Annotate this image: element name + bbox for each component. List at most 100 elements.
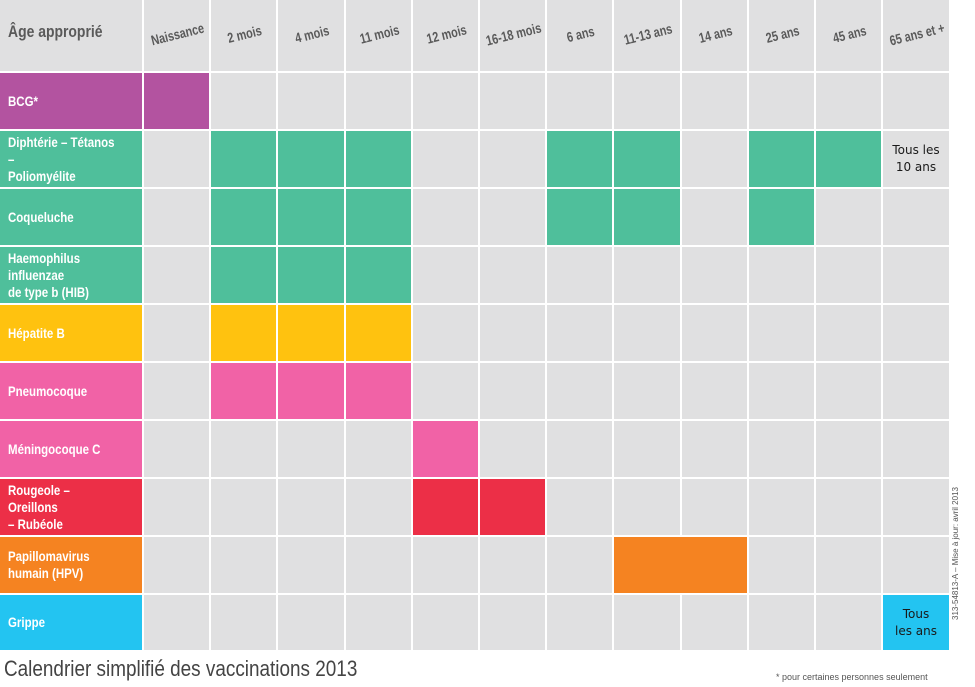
empty-cell [346, 73, 411, 129]
empty-cell [614, 363, 680, 419]
row-label-text: Rougeole – Oreillons – Rubéole [8, 481, 70, 532]
row-label-2: Diphtérie – Tétanos – Poliomyélite [0, 131, 142, 187]
column-header-cell [211, 0, 276, 71]
dose-cell [614, 131, 680, 187]
empty-cell [883, 363, 949, 419]
empty-cell [480, 189, 545, 245]
empty-cell [883, 189, 949, 245]
empty-cell [413, 73, 478, 129]
empty-cell [480, 537, 545, 593]
empty-cell [211, 595, 276, 650]
empty-cell [480, 363, 545, 419]
empty-cell [816, 421, 881, 477]
empty-cell [346, 595, 411, 650]
empty-cell [816, 73, 881, 129]
header-corner-cell [0, 0, 142, 71]
dose-cell [480, 479, 545, 535]
dose-cell [413, 479, 478, 535]
dose-cell [547, 131, 612, 187]
empty-cell [883, 247, 949, 303]
empty-cell [480, 595, 545, 650]
empty-cell [682, 479, 747, 535]
empty-cell [413, 305, 478, 361]
dose-cell [346, 189, 411, 245]
empty-cell [682, 131, 747, 187]
dose-cell [278, 247, 344, 303]
empty-cell [480, 73, 545, 129]
column-header-cell [480, 0, 545, 71]
empty-cell [816, 537, 881, 593]
column-header-cell [883, 0, 949, 71]
dose-cell [413, 421, 478, 477]
empty-cell [413, 131, 478, 187]
dose-cell [346, 131, 411, 187]
empty-cell [144, 537, 209, 593]
empty-cell [211, 73, 276, 129]
empty-cell [547, 73, 612, 129]
empty-cell [749, 595, 814, 650]
empty-cell [816, 479, 881, 535]
column-header-cell [547, 0, 612, 71]
row-label-8: Rougeole – Oreillons – Rubéole [0, 479, 142, 535]
empty-cell [547, 537, 612, 593]
footnote: * pour certaines personnes seulement [776, 672, 928, 682]
empty-cell [749, 247, 814, 303]
dose-cell [278, 305, 344, 361]
empty-cell [413, 189, 478, 245]
dose-cell [211, 363, 276, 419]
row-label-4: Haemophilus influenzae de type b (HIB) [0, 247, 142, 303]
dose-cell [614, 189, 680, 245]
row-label-text: Méningocoque C [8, 440, 101, 457]
column-header-cell [816, 0, 881, 71]
dose-cell [614, 537, 747, 593]
column-header-cell [614, 0, 680, 71]
dose-cell [346, 247, 411, 303]
empty-cell [278, 479, 344, 535]
empty-cell [614, 247, 680, 303]
row-label-1: BCG* [0, 73, 142, 129]
column-header-cell [346, 0, 411, 71]
row-label-text: Coqueluche [8, 208, 74, 225]
empty-cell [816, 595, 881, 650]
row-label-text: Diphtérie – Tétanos – Poliomyélite [8, 133, 115, 184]
dose-cell [144, 73, 209, 129]
empty-cell [278, 421, 344, 477]
empty-cell [816, 189, 881, 245]
row-label-text: Papillomavirus humain (HPV) [8, 548, 90, 581]
empty-cell [480, 305, 545, 361]
row-label-text: Hépatite B [8, 324, 65, 341]
empty-cell [413, 247, 478, 303]
dose-cell [883, 595, 949, 650]
empty-cell [144, 247, 209, 303]
empty-cell [547, 595, 612, 650]
dose-cell [278, 189, 344, 245]
empty-cell [346, 421, 411, 477]
row-label-6: Pneumocoque [0, 363, 142, 419]
empty-cell [883, 131, 949, 187]
empty-cell [682, 421, 747, 477]
empty-cell [346, 537, 411, 593]
empty-cell [749, 363, 814, 419]
row-label-text: Grippe [8, 614, 46, 630]
row-label-9: Papillomavirus humain (HPV) [0, 537, 142, 593]
empty-cell [413, 537, 478, 593]
empty-cell [816, 363, 881, 419]
dose-cell [211, 305, 276, 361]
row-label-10: Grippe [0, 595, 142, 650]
empty-cell [682, 247, 747, 303]
empty-cell [547, 305, 612, 361]
row-label-text: Haemophilus influenzae de type b (HIB) [8, 249, 90, 300]
empty-cell [144, 131, 209, 187]
empty-cell [682, 595, 747, 650]
empty-cell [278, 595, 344, 650]
empty-cell [749, 537, 814, 593]
column-header-cell [749, 0, 814, 71]
empty-cell [144, 479, 209, 535]
empty-cell [614, 421, 680, 477]
empty-cell [614, 73, 680, 129]
empty-cell [682, 189, 747, 245]
empty-cell [816, 247, 881, 303]
column-header-cell [413, 0, 478, 71]
dose-note: Tous les ans [895, 606, 937, 638]
empty-cell [883, 73, 949, 129]
